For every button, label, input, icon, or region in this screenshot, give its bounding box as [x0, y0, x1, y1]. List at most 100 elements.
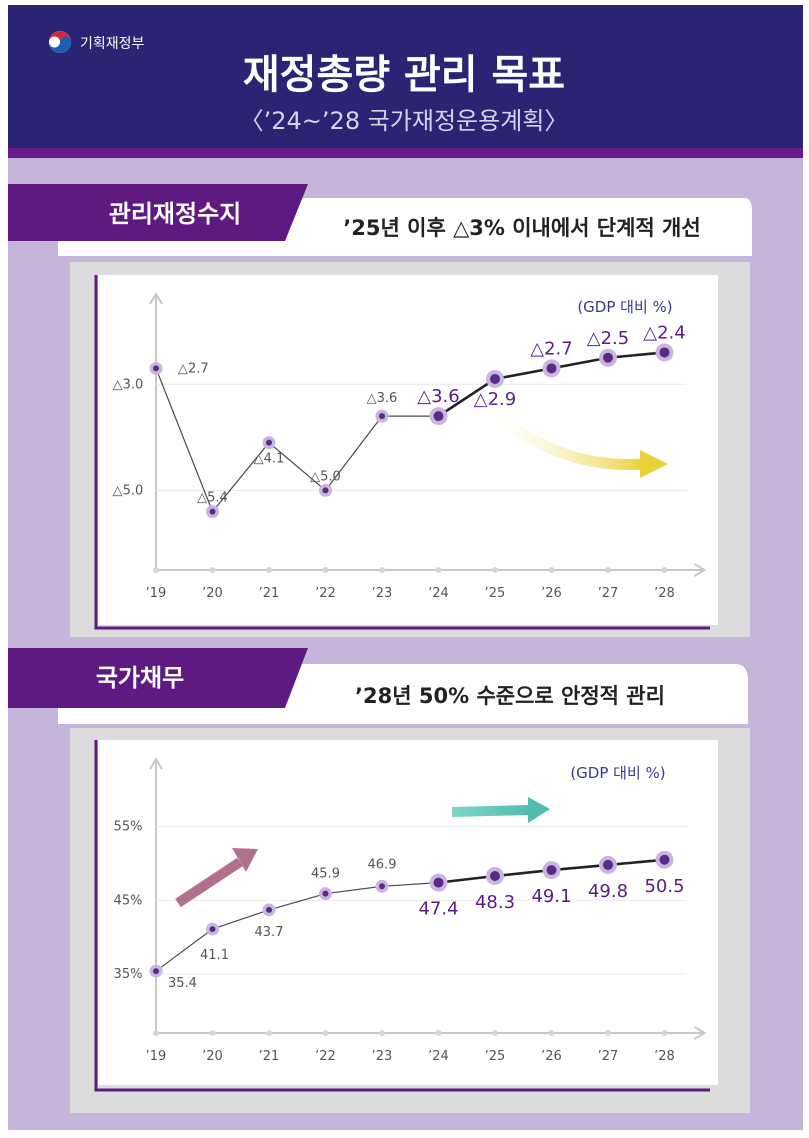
- chart2-stable-arrow-icon: [451, 797, 550, 823]
- x-tick-mark: [548, 567, 555, 573]
- data-point: [322, 890, 329, 897]
- x-tick-mark: [435, 1030, 442, 1036]
- header-banner: [8, 5, 803, 148]
- x-tick-label: ’28: [654, 1049, 675, 1064]
- data-point: [546, 363, 557, 374]
- page-subtitle: 〈’24~’28 국가재정운용계획〉: [240, 107, 569, 135]
- data-point: [322, 487, 329, 494]
- x-tick-label: ’25: [485, 586, 506, 601]
- data-point: [379, 413, 385, 420]
- data-label: 41.1: [200, 948, 229, 963]
- x-axis-arrow-icon: [693, 563, 707, 577]
- x-tick-label: ’23: [372, 1049, 393, 1064]
- data-label: 48.3: [475, 892, 515, 913]
- x-tick-label: ’27: [598, 586, 619, 601]
- y-axis-arrow-icon: [149, 292, 163, 305]
- data-point: [209, 508, 216, 515]
- x-tick-label: ’19: [146, 1049, 167, 1064]
- x-tick-label: ’27: [598, 1049, 619, 1064]
- data-label: 46.9: [368, 857, 397, 872]
- x-tick-label: ’19: [146, 586, 167, 601]
- x-tick-label: ’26: [541, 1049, 562, 1064]
- data-label: △2.7: [530, 338, 572, 359]
- section1-label: 관리재정수지: [109, 200, 241, 228]
- x-tick-label: ’24: [428, 586, 449, 601]
- data-point: [546, 865, 557, 876]
- chart2-unit-label: (GDP 대비 %): [570, 764, 665, 782]
- data-point: [266, 439, 272, 446]
- data-label: 35.4: [168, 976, 197, 991]
- data-point: [379, 883, 385, 890]
- x-tick-label: ’26: [541, 586, 562, 601]
- x-tick-mark: [266, 1030, 272, 1036]
- y-axis-arrow-icon: [149, 757, 163, 770]
- data-point: [209, 926, 216, 933]
- x-tick-label: ’21: [259, 1049, 280, 1064]
- data-label: △5.0: [310, 469, 341, 484]
- chart2: 35% 45% 55% ’19 ’20 ’21 ’22 ’23 ’24 ’25 ’26 ’27 ’28 3…: [114, 757, 707, 1064]
- section2-label-box: [8, 648, 308, 708]
- x-tick-label: ’24: [428, 1049, 449, 1064]
- chart1-trend-arrow-icon: [482, 402, 668, 478]
- ministry-logo-icon: [49, 31, 71, 53]
- data-label: 49.1: [531, 886, 571, 907]
- page-title: 재정총량 관리 목표: [243, 52, 565, 98]
- data-point: [659, 347, 670, 358]
- x-tick-mark: [492, 1030, 498, 1036]
- data-label: △2.5: [587, 328, 629, 349]
- data-point: [603, 859, 613, 870]
- chart2-rising-arrow-icon: [175, 848, 258, 908]
- x-tick-label: ’20: [202, 1049, 223, 1064]
- data-label: 50.5: [644, 876, 684, 897]
- y-tick-label: △5.0: [113, 483, 144, 498]
- y-tick-label: 35%: [114, 967, 143, 982]
- x-tick-mark: [435, 567, 442, 573]
- data-point: [433, 877, 444, 888]
- series-line-actual: [155, 882, 439, 972]
- x-tick-mark: [492, 567, 498, 573]
- x-axis-arrow-icon: [693, 1026, 707, 1040]
- chart1-unit-label: (GDP 대비 %): [577, 298, 672, 316]
- x-tick-mark: [548, 1030, 555, 1036]
- x-tick-mark: [153, 1030, 159, 1036]
- section2-subtitle: ’28년 50% 수준으로 안정적 관리: [355, 684, 665, 708]
- data-point: [153, 968, 159, 975]
- data-point: [490, 373, 500, 384]
- x-tick-label: ’25: [485, 1049, 506, 1064]
- x-tick-mark: [379, 1030, 385, 1036]
- x-tick-label: ’22: [315, 1049, 336, 1064]
- x-tick-label: ’28: [654, 586, 675, 601]
- chart1-frame-edge: [94, 275, 710, 630]
- section1-subtitle: ’25년 이후 △3% 이내에서 단계적 개선: [343, 216, 700, 240]
- data-point: [266, 906, 272, 913]
- section1-label-box: [8, 184, 308, 241]
- data-point: [153, 365, 159, 372]
- data-point: [490, 870, 500, 881]
- data-point: [433, 411, 444, 422]
- header-stripe: [8, 148, 803, 158]
- x-tick-mark: [209, 567, 216, 573]
- data-label: 47.4: [418, 899, 458, 920]
- chart2-plot-area: [98, 740, 718, 1085]
- chart1-plot-area: [98, 275, 718, 625]
- x-tick-mark: [322, 1030, 329, 1036]
- series-line-actual: [155, 368, 439, 513]
- data-label: 43.7: [255, 925, 284, 940]
- y-tick-label: 45%: [114, 893, 143, 908]
- ministry-name: 기획재정부: [80, 36, 145, 52]
- data-label: 45.9: [311, 867, 340, 882]
- section2-label: 국가채무: [96, 664, 184, 692]
- x-tick-mark: [661, 1030, 668, 1036]
- data-point: [659, 854, 670, 865]
- data-label: △4.1: [254, 452, 285, 467]
- data-label: △2.7: [178, 361, 209, 376]
- data-label: △3.6: [417, 386, 459, 407]
- data-label: △2.4: [643, 322, 685, 343]
- x-tick-label: ’21: [259, 586, 280, 601]
- x-tick-label: ’22: [315, 586, 336, 601]
- x-tick-mark: [153, 567, 159, 573]
- data-label: △5.4: [197, 491, 228, 506]
- y-tick-label: △3.0: [113, 377, 144, 392]
